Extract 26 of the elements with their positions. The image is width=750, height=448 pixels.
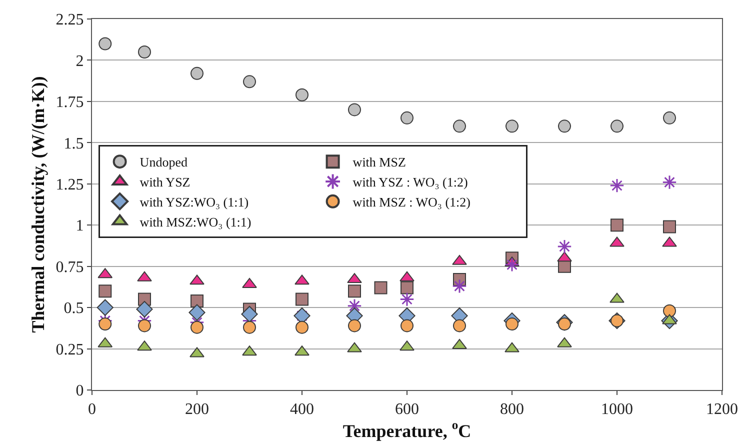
- x-tick-label: 0: [88, 401, 96, 418]
- legend-label: with MSZ : WO₃ (1:2): [352, 194, 470, 210]
- x-tick-label: 800: [500, 401, 524, 418]
- y-tick-label: 1.25: [56, 176, 84, 194]
- x-axis-title: Temperature, $^{o}$C: [342, 418, 472, 441]
- y-axis-title: Thermal conductivity, (W/(m·K)): [28, 76, 48, 333]
- y-tick-label: 0: [76, 382, 84, 400]
- y-tick-label: 0.5: [64, 300, 84, 318]
- x-tick-label: 1200: [706, 401, 738, 418]
- legend-label: with YSZ: [140, 174, 190, 190]
- y-tick-label: 1.5: [64, 135, 84, 152]
- legend-label: with YSZ : WO₃ (1:2): [352, 174, 468, 190]
- y-tick-label: 1.75: [56, 94, 84, 112]
- y-tick-label: 1: [76, 218, 84, 235]
- x-tick-label: 400: [290, 401, 314, 418]
- y-tick-label: 2.25: [56, 12, 84, 29]
- x-tick-label: 200: [185, 401, 209, 418]
- legend-label: Undoped: [140, 154, 188, 170]
- y-tick-label: 0.25: [56, 341, 84, 358]
- y-tick-label: 2: [76, 52, 84, 70]
- x-tick-label: 1000: [601, 401, 633, 418]
- legend-label: with MSZ:WO₃ (1:1): [140, 214, 252, 230]
- x-tick-label: 600: [395, 401, 419, 418]
- legend-label: with YSZ:WO₃ (1:1): [140, 194, 249, 210]
- legend-label: with MSZ: [352, 154, 406, 170]
- y-tick-label: 0.75: [56, 258, 84, 276]
